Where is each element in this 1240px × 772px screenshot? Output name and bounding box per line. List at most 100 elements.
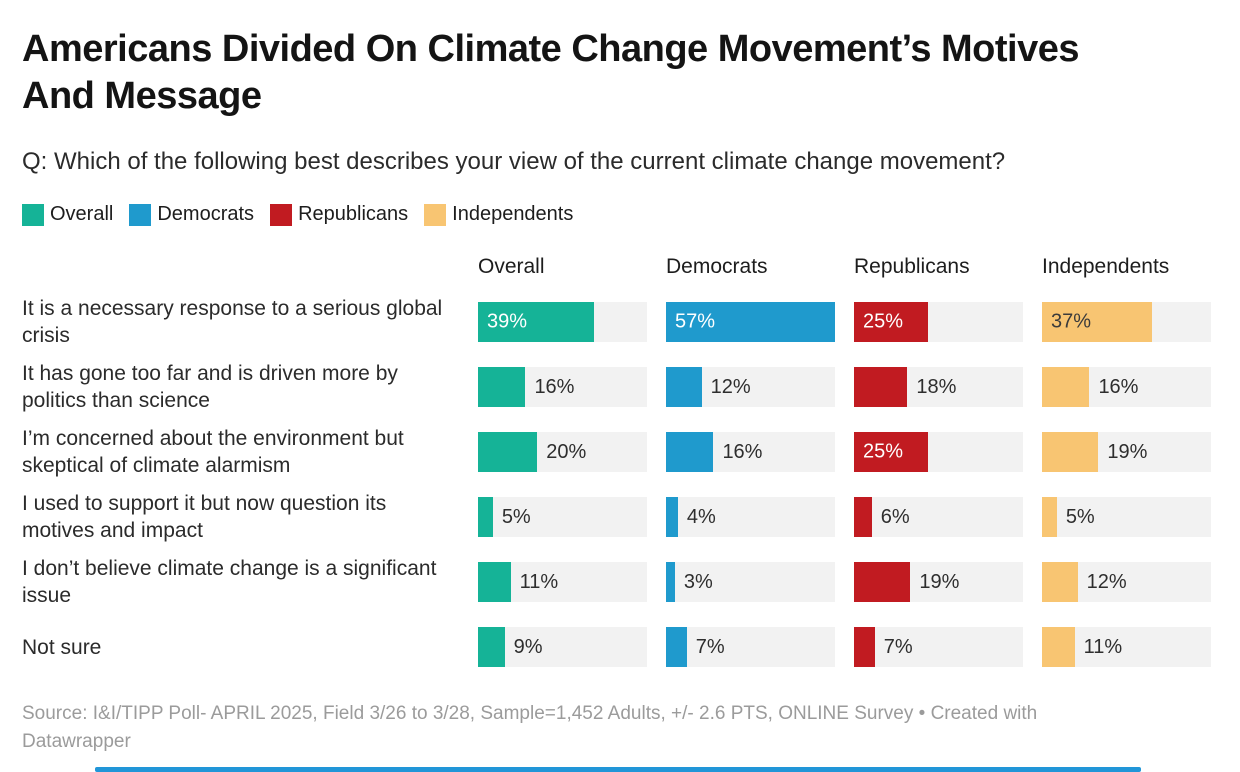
row-label-text: Not sure (22, 635, 102, 659)
legend-swatch-republicans-icon (270, 203, 293, 226)
horizontal-scrollbar-thumb[interactable] (95, 767, 1141, 772)
legend-label-independents: Independents (452, 203, 574, 225)
row-label: It is a necessary response to a serious … (22, 297, 459, 347)
bar-republicans-row1: 25% (854, 302, 929, 342)
row-label-text: I don’t believe climate change is a sign… (22, 557, 437, 607)
legend-item-democrats: Democrats (129, 203, 254, 226)
row-label-text: It has gone too far and is driven more b… (22, 362, 398, 412)
row-label: I’m concerned about the environment but … (22, 427, 459, 477)
bar-chart: Overall Democrats Republicans Independen… (22, 254, 1211, 667)
bar-value-label: 7% (695, 635, 725, 658)
bar-democrats-row3 (666, 432, 714, 472)
bar-overall-row5 (478, 562, 511, 602)
source-line1: Source: I&I/TIPP Poll- APRIL 2025, Field… (22, 703, 1038, 724)
bar-track: 19% (854, 562, 1023, 602)
bar-track: 9% (478, 627, 647, 667)
page-title-line1: Americans Divided On Climate Change Move… (22, 28, 1079, 70)
column-header-democrats: Democrats (666, 255, 768, 278)
bar-independents-row4 (1042, 497, 1057, 537)
legend-swatch-independents-icon (424, 203, 447, 226)
page-title: Americans Divided On Climate Change Move… (22, 26, 1211, 120)
bar-independents-row3 (1042, 432, 1099, 472)
bar-track: 4% (666, 497, 835, 537)
bar-republicans-row6 (854, 627, 875, 667)
bar-track: 7% (854, 627, 1023, 667)
bar-value-label: 20% (546, 440, 587, 463)
bar-value-label: 7% (883, 635, 913, 658)
legend-item-republicans: Republicans (270, 203, 408, 226)
chart-subtitle-question: Q: Which of the following best describes… (22, 148, 1006, 175)
bar-independents-row1: 37% (1042, 302, 1152, 342)
bar-track: 11% (478, 562, 647, 602)
bar-track: 7% (666, 627, 835, 667)
bar-track: 57% (666, 302, 835, 342)
bar-track: 25% (854, 302, 1023, 342)
bar-value-label: 18% (916, 375, 957, 398)
bar-independents-row6 (1042, 627, 1075, 667)
bar-overall-row2 (478, 367, 526, 407)
bar-independents-row2 (1042, 367, 1090, 407)
bar-value-label: 16% (534, 375, 575, 398)
bar-track: 18% (854, 367, 1023, 407)
bar-democrats-row5 (666, 562, 675, 602)
bar-democrats-row1: 57% (666, 302, 835, 342)
bar-value-label: 4% (686, 505, 716, 528)
bar-value-label: 11% (519, 570, 559, 593)
source-attribution: Source: I&I/TIPP Poll- APRIL 2025, Field… (22, 700, 1211, 756)
bar-democrats-row6 (666, 627, 687, 667)
bar-value-label: 57% (675, 310, 716, 333)
legend-swatch-democrats-icon (129, 203, 152, 226)
legend-label-democrats: Democrats (157, 203, 255, 225)
bar-value-label: 12% (710, 375, 751, 398)
bar-value-label: 12% (1086, 570, 1127, 593)
bar-republicans-row5 (854, 562, 911, 602)
bar-track: 16% (1042, 367, 1211, 407)
bar-value-label: 16% (722, 440, 763, 463)
bar-value-label: 6% (880, 505, 910, 528)
legend-item-overall: Overall (22, 203, 113, 226)
bar-track: 25% (854, 432, 1023, 472)
bar-value-label: 3% (683, 570, 713, 593)
bar-independents-row5 (1042, 562, 1078, 602)
bar-track: 39% (478, 302, 647, 342)
column-header-overall: Overall (478, 255, 545, 278)
bar-value-label: 19% (919, 570, 960, 593)
row-label: I used to support it but now question it… (22, 492, 459, 542)
bar-track: 37% (1042, 302, 1211, 342)
row-label: I don’t believe climate change is a sign… (22, 557, 459, 607)
bar-value-label: 9% (513, 635, 543, 658)
chart-rows: It is a necessary response to a serious … (22, 297, 1211, 667)
bar-value-label: 16% (1098, 375, 1139, 398)
column-headers: Overall Democrats Republicans Independen… (22, 254, 1211, 280)
bar-value-label: 37% (1051, 310, 1092, 333)
bar-democrats-row4 (666, 497, 678, 537)
bar-track: 12% (1042, 562, 1211, 602)
row-label: Not sure (22, 627, 459, 667)
bar-track: 20% (478, 432, 647, 472)
column-header-spacer (22, 254, 459, 280)
bar-overall-row1: 39% (478, 302, 594, 342)
source-line2: Datawrapper (22, 731, 131, 752)
bar-value-label: 25% (863, 310, 904, 333)
column-header-republicans: Republicans (854, 255, 970, 278)
bar-track: 12% (666, 367, 835, 407)
row-label-text: I’m concerned about the environment but … (22, 427, 404, 477)
bar-track: 5% (478, 497, 647, 537)
chart-page: Americans Divided On Climate Change Move… (22, 26, 1211, 756)
bar-track: 19% (1042, 432, 1211, 472)
legend-swatch-overall-icon (22, 203, 44, 226)
bar-overall-row4 (478, 497, 493, 537)
bar-track: 11% (1042, 627, 1211, 667)
bar-republicans-row3: 25% (854, 432, 929, 472)
bar-democrats-row2 (666, 367, 702, 407)
bar-republicans-row2 (854, 367, 908, 407)
legend-label-republicans: Republicans (298, 203, 409, 225)
bar-track: 16% (478, 367, 647, 407)
row-label-text: It is a necessary response to a serious … (22, 297, 443, 347)
legend-item-independents: Independents (424, 203, 573, 226)
bar-value-label: 5% (1065, 505, 1095, 528)
column-header-independents: Independents (1042, 255, 1170, 278)
row-label-text: I used to support it but now question it… (22, 492, 387, 542)
bar-republicans-row4 (854, 497, 872, 537)
bar-overall-row6 (478, 627, 505, 667)
